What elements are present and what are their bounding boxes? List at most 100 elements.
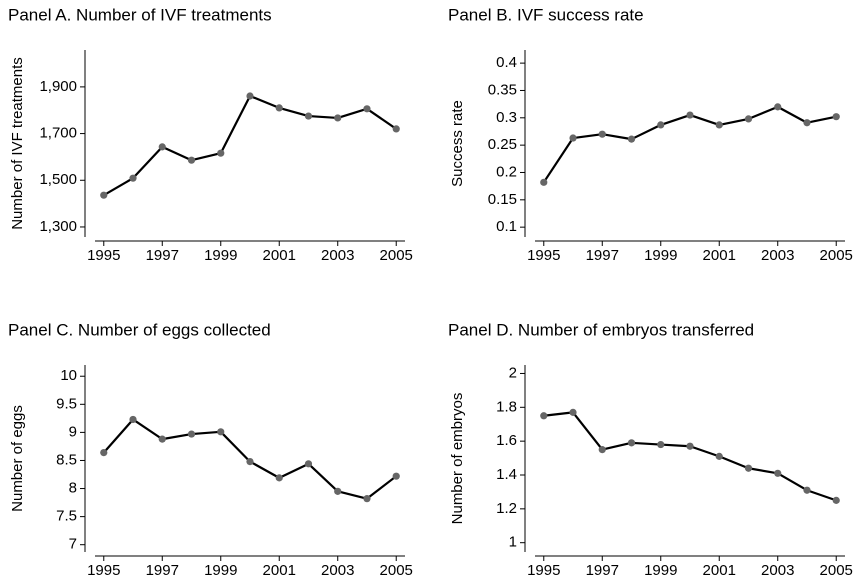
y-tick-label: 7 (69, 536, 77, 553)
x-tick-label: 1997 (586, 562, 619, 579)
data-point (334, 487, 342, 495)
data-point (715, 452, 723, 460)
data-point (598, 130, 606, 138)
y-tick-label: 1 (509, 534, 517, 551)
x-tick-label: 2003 (761, 562, 794, 579)
data-point (598, 446, 606, 454)
data-point (363, 495, 371, 503)
y-tick-label: 0.15 (488, 191, 517, 208)
data-point (217, 428, 225, 436)
panel-title: Panel B. IVF success rate (448, 5, 644, 24)
y-tick-label: 1.8 (496, 398, 517, 415)
data-point (304, 460, 313, 468)
data-point (744, 464, 753, 472)
x-tick-label: 1997 (146, 247, 179, 264)
data-point (275, 104, 283, 112)
data-point (657, 121, 665, 129)
y-tick-label: 1,500 (39, 171, 77, 188)
y-tick-label: 8 (69, 480, 77, 497)
data-point (158, 435, 166, 443)
data-point (217, 149, 225, 157)
data-point (686, 111, 694, 119)
x-tick-label: 2005 (380, 562, 413, 579)
data-point (129, 174, 137, 182)
panel-title: Panel C. Number of eggs collected (8, 320, 271, 339)
y-tick-label: 0.35 (488, 81, 517, 98)
data-point (540, 178, 548, 186)
x-tick-label: 1999 (204, 562, 237, 579)
data-point (246, 92, 254, 100)
x-tick-label: 2005 (820, 562, 853, 579)
x-tick-label: 2003 (321, 247, 354, 264)
x-tick-label: 1997 (146, 562, 179, 579)
y-tick-label: 1.4 (496, 466, 517, 483)
y-tick-label: 10 (60, 367, 77, 384)
x-tick-label: 1995 (87, 562, 120, 579)
y-tick-label: 8.5 (56, 451, 77, 468)
x-tick-label: 1995 (87, 247, 120, 264)
y-tick-label: 0.3 (496, 109, 517, 126)
y-tick-label: 9.5 (56, 395, 77, 412)
data-point (334, 114, 342, 122)
data-point (100, 449, 108, 457)
y-axis-label: Number of IVF treatments (9, 57, 26, 230)
data-point (832, 496, 840, 504)
data-line (543, 411, 837, 502)
y-tick-label: 7.5 (56, 508, 77, 525)
panel-title: Panel A. Number of IVF treatments (8, 5, 272, 24)
data-point (627, 439, 636, 447)
data-point (803, 486, 811, 494)
x-tick-label: 1995 (527, 247, 560, 264)
data-point (246, 457, 254, 466)
data-point (715, 121, 723, 129)
y-tick-label: 9 (69, 423, 77, 440)
data-point (304, 112, 313, 120)
y-tick-label: 0.1 (496, 218, 517, 235)
y-tick-label: 2 (509, 364, 517, 381)
x-tick-label: 2001 (263, 562, 296, 579)
data-point (100, 191, 108, 199)
data-point (363, 105, 371, 113)
data-point (803, 119, 811, 127)
data-point (744, 115, 753, 123)
data-point (540, 412, 548, 420)
y-tick-label: 1.6 (496, 432, 517, 449)
y-tick-label: 0.4 (496, 54, 517, 71)
data-point (627, 135, 636, 143)
data-point (686, 442, 694, 450)
x-tick-label: 2001 (263, 247, 296, 264)
y-tick-label: 0.2 (496, 163, 517, 180)
y-tick-label: 1,300 (39, 218, 77, 235)
panel-title: Panel D. Number of embryos transferred (448, 320, 754, 339)
data-point (275, 474, 283, 482)
data-point (774, 103, 782, 111)
x-tick-label: 1997 (586, 247, 619, 264)
data-point (158, 143, 166, 151)
x-tick-label: 1995 (527, 562, 560, 579)
x-tick-label: 2001 (703, 562, 736, 579)
x-tick-label: 2001 (703, 247, 736, 264)
y-axis-label: Number of embryos (449, 393, 466, 525)
y-tick-label: 1,900 (39, 78, 77, 95)
x-tick-label: 2005 (380, 247, 413, 264)
y-tick-label: 1,700 (39, 125, 77, 142)
x-tick-label: 2005 (820, 247, 853, 264)
data-point (187, 156, 196, 164)
data-point (392, 472, 400, 480)
x-tick-label: 1999 (644, 247, 677, 264)
data-point (187, 430, 196, 438)
x-tick-label: 1999 (204, 247, 237, 264)
data-point (129, 415, 137, 424)
data-line (103, 94, 397, 197)
x-tick-label: 2003 (321, 562, 354, 579)
data-point (569, 134, 577, 142)
y-axis-label: Success rate (449, 100, 466, 187)
y-tick-label: 0.25 (488, 136, 517, 153)
x-tick-label: 2003 (761, 247, 794, 264)
x-tick-label: 1999 (644, 562, 677, 579)
y-tick-label: 1.2 (496, 500, 517, 517)
data-point (774, 469, 782, 477)
data-point (832, 113, 840, 121)
data-point (657, 440, 665, 449)
